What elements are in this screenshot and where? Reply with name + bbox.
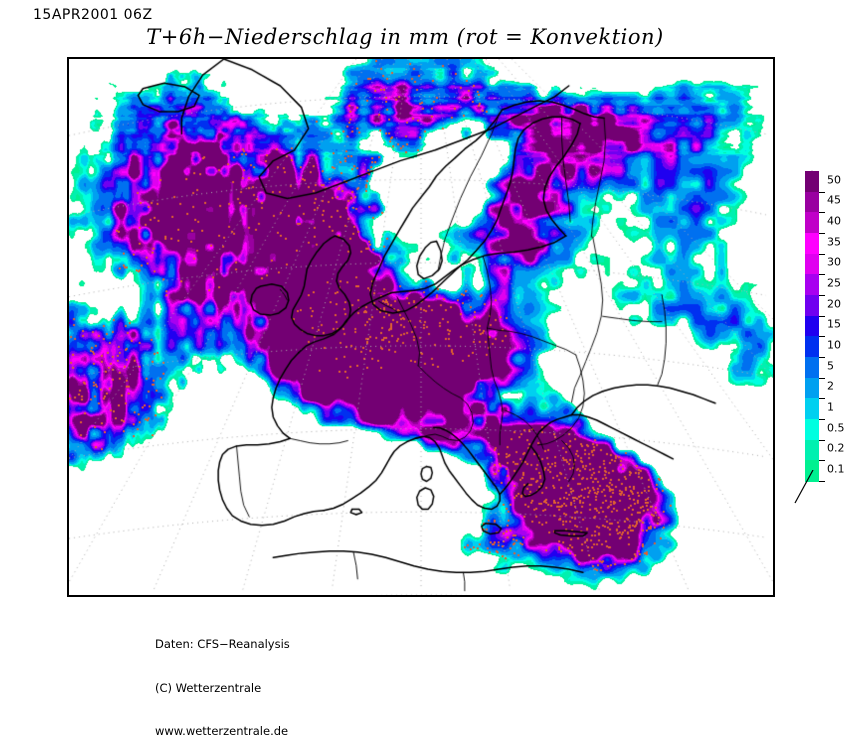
page-title: T+6h−Niederschlag in mm (rot = Konvektio…: [146, 25, 664, 49]
colorbar-tick-label: 1: [827, 400, 834, 414]
colorbar-tick: [819, 315, 825, 317]
precipitation-map: [67, 57, 775, 597]
colorbar-tail-icon: [794, 470, 814, 504]
colorbar-tick-label: 50: [827, 173, 841, 187]
colorbar-tick-label: 25: [827, 276, 841, 290]
colorbar-tick-label: 10: [827, 338, 841, 352]
colorbar-band: [805, 315, 819, 337]
colorbar-band: [805, 336, 819, 358]
colorbar-band: [805, 253, 819, 275]
colorbar-band: [805, 274, 819, 296]
colorbar-tick-label: 30: [827, 255, 841, 269]
colorbar-tick: [819, 191, 825, 193]
colorbar-tick: [819, 336, 825, 338]
colorbar-band: [805, 357, 819, 379]
colorbar-tick-label: 0.1: [827, 462, 845, 476]
colorbar-legend: 50 45 40 35 30 25 20 15 10 5 2 1 0.5 0.2 0.1: [805, 171, 845, 482]
colorbar-band: [805, 419, 819, 441]
colorbar-band: [805, 171, 819, 193]
colorbar-tick-label: 35: [827, 235, 841, 249]
colorbar-tick: [819, 398, 825, 400]
colorbar-tick-label: 20: [827, 297, 841, 311]
colorbar-tick-label: 5: [827, 359, 834, 373]
colorbar-tick: [819, 357, 825, 358]
colorbar-tick-label: 2: [827, 379, 834, 393]
colorbar-tick-label: 15: [827, 317, 841, 331]
colorbar-tick: [819, 295, 825, 296]
colorbar-tick: [819, 377, 825, 379]
colorbar-band: [805, 295, 819, 317]
colorbar-tick: [819, 233, 825, 234]
colorbar-tick: [819, 481, 825, 482]
colorbar-tick: [819, 419, 825, 420]
colorbar-tick-label: 0.5: [827, 421, 845, 435]
colorbar-band: [805, 191, 819, 213]
colorbar-tick-label: 40: [827, 214, 841, 228]
footer-website: www.wetterzentrale.de: [155, 724, 289, 738]
colorbar-band: [805, 439, 819, 461]
colorbar-tick: [819, 212, 825, 214]
forecast-datestamp: 15APR2001 06Z: [33, 7, 153, 23]
colorbar-tick: [819, 253, 825, 255]
map-canvas: [69, 59, 773, 595]
footer-data-source: Daten: CFS−Reanalysis: [155, 637, 290, 651]
colorbar-band: [805, 212, 819, 234]
colorbar-tick: [819, 439, 825, 441]
colorbar-tick-label: 45: [827, 193, 841, 207]
colorbar-band: [805, 233, 819, 255]
colorbar-band: [805, 377, 819, 399]
footer-credits: Daten: CFS−Reanalysis (C) Wetterzentrale…: [155, 608, 290, 753]
colorbar-band: [805, 398, 819, 420]
colorbar-tick: [819, 460, 825, 462]
footer-copyright: (C) Wetterzentrale: [155, 680, 262, 695]
colorbar-tick: [819, 274, 825, 276]
colorbar-tick-label: 0.2: [827, 441, 845, 455]
